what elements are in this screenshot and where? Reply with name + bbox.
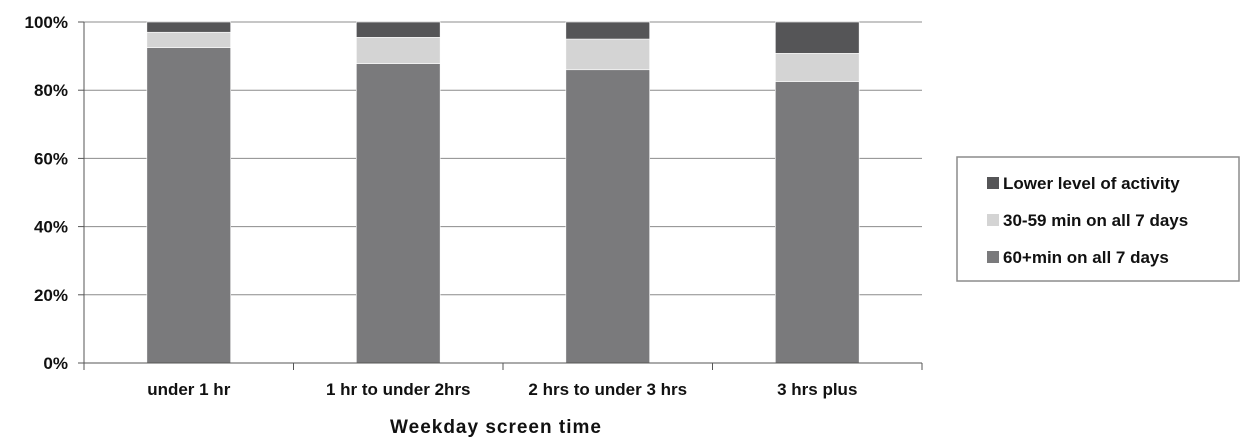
bar-segment — [146, 21, 231, 33]
legend-label: 30-59 min on all 7 days — [1003, 211, 1188, 230]
axes — [78, 21, 923, 370]
x-tick-label: 3 hrs plus — [777, 380, 857, 399]
y-tick-label: 60% — [34, 149, 68, 168]
bar-segment — [775, 53, 860, 82]
bar-segment — [356, 37, 441, 64]
bar-segment — [775, 21, 860, 54]
x-tick-labels: under 1 hr 1 hr to under 2hrs 2 hrs to und… — [147, 380, 857, 399]
bar-segment — [356, 63, 441, 364]
y-tick-label: 20% — [34, 286, 68, 305]
y-tick-label: 40% — [34, 218, 68, 237]
legend-swatch — [987, 214, 999, 226]
y-tick-label: 0% — [43, 354, 68, 373]
x-tick-label: 2 hrs to under 3 hrs — [528, 380, 687, 399]
bar-segment — [146, 31, 231, 48]
legend-box — [956, 156, 1240, 282]
x-axis-title: Weekday screen time — [390, 417, 602, 438]
legend-swatch — [987, 177, 999, 189]
x-tick-label: 1 hr to under 2hrs — [326, 380, 471, 399]
bar-segment — [565, 38, 650, 71]
bar-segment — [356, 21, 441, 38]
y-tick-labels: 0% 20% 40% 60% 80% 100% — [25, 13, 68, 373]
legend: Lower level of activity 30-59 min on all … — [956, 156, 1240, 282]
y-tick-label: 100% — [25, 13, 68, 32]
x-tick-label: under 1 hr — [147, 380, 231, 399]
bars — [146, 21, 860, 364]
legend-swatch — [987, 251, 999, 263]
y-tick-label: 80% — [34, 81, 68, 100]
bar-segment — [565, 21, 650, 40]
bar-segment — [775, 81, 860, 364]
legend-label: Lower level of activity — [1003, 174, 1180, 193]
bar-segment — [146, 47, 231, 364]
bar-segment — [565, 69, 650, 364]
legend-label: 60+min on all 7 days — [1003, 248, 1169, 267]
